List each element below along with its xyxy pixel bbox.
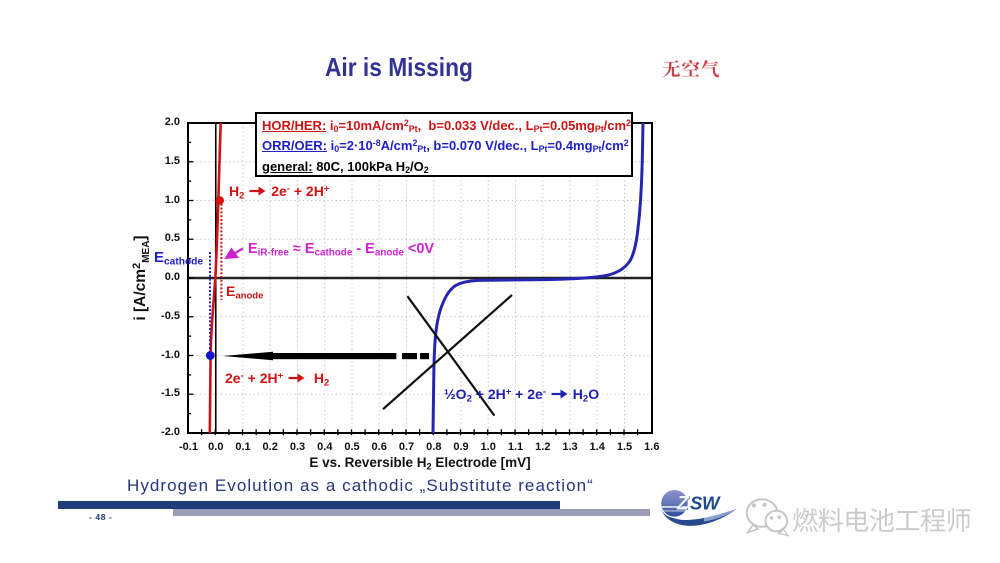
svg-text:Z: Z — [677, 494, 691, 515]
svg-text:Z: Z — [676, 494, 690, 515]
svg-text:SW: SW — [690, 493, 721, 514]
